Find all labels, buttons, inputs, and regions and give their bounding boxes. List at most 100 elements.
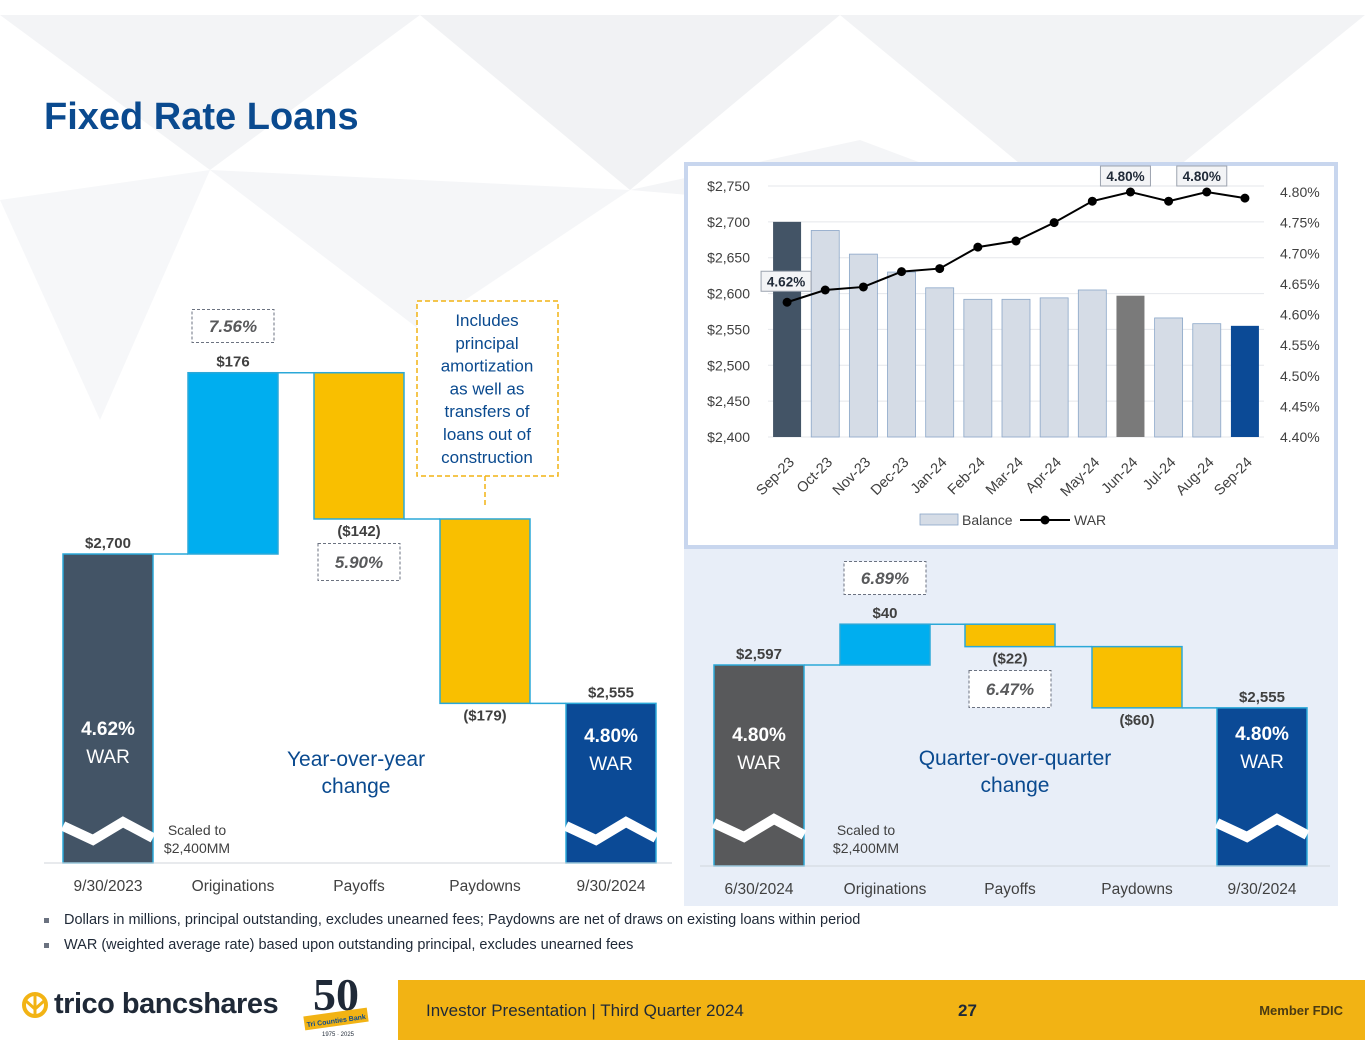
balance-bar xyxy=(925,287,955,438)
originations-rate: 7.56% xyxy=(209,317,257,336)
war-point xyxy=(858,282,868,292)
y2-tick-label: 4.50% xyxy=(1280,368,1320,384)
balance-bar xyxy=(1230,325,1259,437)
start-war-label: WAR xyxy=(86,747,130,768)
callout-text: Includes xyxy=(455,311,518,330)
callout-box xyxy=(416,300,559,477)
payoffs-rate-box xyxy=(968,670,1052,708)
war-point-label-box xyxy=(1176,165,1228,187)
war-point xyxy=(820,285,830,295)
war-point xyxy=(1240,193,1250,203)
balance-bar xyxy=(1154,317,1184,438)
balance-bar xyxy=(1192,323,1222,438)
brand-logo: trico bancshares xyxy=(20,984,279,1024)
value-label: ($22) xyxy=(992,651,1027,668)
war-point xyxy=(1125,187,1135,197)
y2-tick-label: 4.80% xyxy=(1280,184,1320,200)
war-point xyxy=(1164,196,1174,206)
balance-war-chart: $2,400 $2,450 $2,500 $2,550 $2,600 $2,650 $2,7… xyxy=(707,165,1320,528)
y-tick-label: $2,500 xyxy=(707,357,750,373)
yoy-waterfall-chart: $2,700 $176 ($142) ($179) $2,555 9/30/2023 Ori… xyxy=(44,300,672,895)
war-point xyxy=(935,264,945,274)
end-war-label: WAR xyxy=(1240,752,1284,773)
legend-balance-swatch xyxy=(919,513,959,526)
start-war-label: WAR xyxy=(737,753,781,774)
value-label: ($179) xyxy=(463,707,506,724)
waterfall-bar xyxy=(964,623,1056,648)
end-war-value: 4.80% xyxy=(1235,724,1289,745)
value-label: $2,555 xyxy=(1239,689,1285,706)
category-label: Payoffs xyxy=(333,878,385,895)
balance-bar xyxy=(1116,295,1145,437)
category-label: 9/30/2023 xyxy=(74,878,143,895)
value-label: $40 xyxy=(872,605,897,622)
footnote: Dollars in millions, principal outstandi… xyxy=(44,912,860,928)
war-point-label-box xyxy=(760,270,812,292)
scaled-note: $2,400MM xyxy=(164,840,230,856)
y-tick-label: $2,400 xyxy=(707,429,750,445)
value-label: $176 xyxy=(216,354,249,371)
war-point xyxy=(1087,196,1097,206)
war-point-label: 4.62% xyxy=(767,274,805,289)
category-label: Paydowns xyxy=(1101,881,1173,898)
change-label: change xyxy=(322,775,391,798)
y-tick-label: $2,650 xyxy=(707,250,750,266)
war-point-label: 4.80% xyxy=(1106,169,1144,184)
scaled-note: Scaled to xyxy=(168,822,227,838)
callout-text: loans out of xyxy=(443,425,531,444)
start-war-value: 4.62% xyxy=(81,719,135,740)
y-tick-label: $2,450 xyxy=(707,393,750,409)
brand-name: trico bancshares xyxy=(54,987,279,1020)
war-point xyxy=(1202,187,1212,197)
footnotes: Dollars in millions, principal outstandi… xyxy=(44,912,860,962)
value-label: ($60) xyxy=(1119,712,1154,729)
war-point-label-box xyxy=(1099,165,1151,187)
war-point xyxy=(1049,218,1059,228)
footer-bar: Investor Presentation | Third Quarter 20… xyxy=(398,980,1365,1040)
category-label: Originations xyxy=(844,881,927,898)
y2-tick-label: 4.40% xyxy=(1280,429,1320,445)
y2-tick-label: 4.75% xyxy=(1280,215,1320,231)
callout-text: principal xyxy=(455,334,518,353)
member-fdic: Member FDIC xyxy=(1259,1003,1343,1018)
scale-break-icon xyxy=(563,816,659,846)
legend-balance-label: Balance xyxy=(962,512,1013,528)
callout-text: transfers of xyxy=(444,402,529,421)
start-war-value: 4.80% xyxy=(732,725,786,746)
scale-break-icon xyxy=(60,816,156,846)
waterfall-bar xyxy=(439,518,531,705)
value-label: $2,555 xyxy=(588,684,634,701)
war-point xyxy=(782,297,792,307)
waterfall-bar xyxy=(839,623,931,666)
waterfall-bar xyxy=(313,371,405,520)
change-label: change xyxy=(981,774,1050,797)
trico-leaf-icon xyxy=(22,992,48,1018)
value-label: $2,700 xyxy=(85,535,131,552)
payoffs-rate-box xyxy=(317,543,401,581)
page-number: 27 xyxy=(958,1001,977,1020)
waterfall-bar xyxy=(1091,645,1183,709)
war-point xyxy=(973,242,983,252)
legend-war-marker xyxy=(1040,515,1050,525)
anniversary-badge: 50 Tri Counties Bank 1975 · 2025 xyxy=(303,969,369,1038)
category-label: Originations xyxy=(192,878,275,895)
balance-bar xyxy=(887,271,916,438)
end-war-label: WAR xyxy=(589,754,633,775)
legend-war-label: WAR xyxy=(1074,512,1106,528)
scaled-note: $2,400MM xyxy=(833,840,899,856)
balance-bar xyxy=(810,230,840,438)
change-label: Quarter-over-quarter xyxy=(919,747,1112,770)
originations-rate: 6.89% xyxy=(861,569,909,588)
originations-rate-box xyxy=(843,561,927,595)
change-label: Year-over-year xyxy=(287,748,425,771)
page-title: Fixed Rate Loans xyxy=(44,96,359,138)
value-label: ($142) xyxy=(337,523,380,540)
presentation-name: Investor Presentation | Third Quarter 20… xyxy=(426,1001,744,1020)
y2-tick-label: 4.45% xyxy=(1280,398,1320,414)
y2-tick-label: 4.65% xyxy=(1280,276,1320,292)
category-label: 9/30/2024 xyxy=(1228,881,1297,898)
category-label: 6/30/2024 xyxy=(725,881,794,898)
category-label: Payoffs xyxy=(984,881,1036,898)
qoq-waterfall-chart: $2,597 $40 ($22) ($60) $2,555 6/30/2024 Origin… xyxy=(700,561,1330,898)
y-tick-label: $2,700 xyxy=(707,214,750,230)
